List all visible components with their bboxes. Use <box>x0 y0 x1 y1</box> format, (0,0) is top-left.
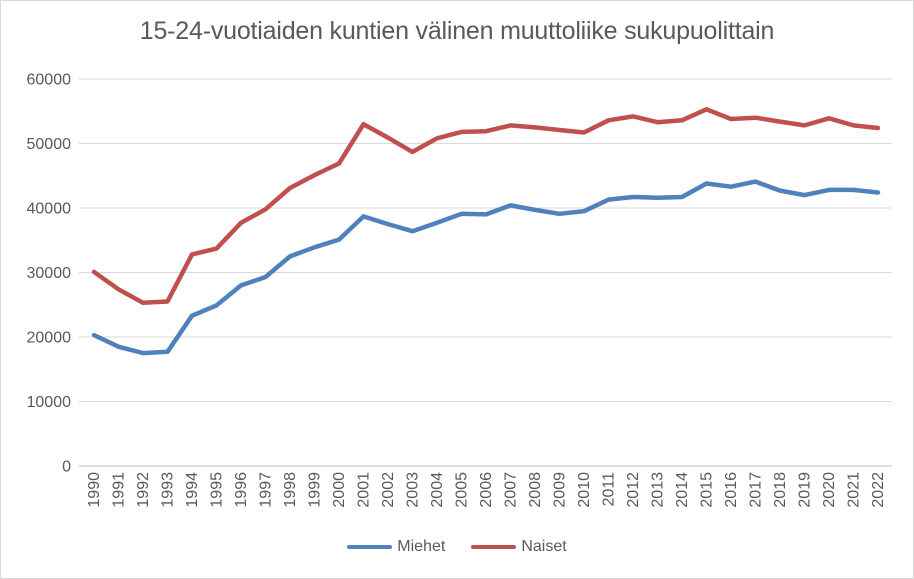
x-tick-label: 2019 <box>797 472 814 508</box>
y-axis-labels: 0 10000 20000 30000 40000 50000 60000 <box>27 72 72 476</box>
chart-legend: Miehet Naiset <box>1 538 913 556</box>
x-tick-label: 2018 <box>772 472 789 508</box>
y-tick-label: 0 <box>62 459 71 476</box>
y-tick-label: 40000 <box>27 201 72 218</box>
x-tick-label: 2020 <box>821 472 838 508</box>
x-tick-label: 1993 <box>160 472 177 508</box>
x-tick-label: 1996 <box>233 472 250 508</box>
x-tick-label: 1994 <box>184 472 201 508</box>
x-tick-label: 2008 <box>527 472 544 508</box>
gridlines <box>79 78 892 467</box>
x-tick-label: 2013 <box>650 472 667 508</box>
x-tick-label: 2017 <box>748 472 765 508</box>
x-tick-label: 2002 <box>380 472 397 508</box>
x-tick-label: 2000 <box>331 472 348 508</box>
x-tick-label: 2016 <box>723 472 740 508</box>
x-tick-label: 2022 <box>870 472 887 508</box>
naiset-line-swatch <box>471 544 517 550</box>
x-tick-label: 2005 <box>454 472 471 508</box>
y-tick-label: 10000 <box>27 394 72 411</box>
x-tick-label: 1999 <box>307 472 324 508</box>
x-tick-label: 2001 <box>356 472 373 508</box>
x-tick-label: 2015 <box>699 472 716 508</box>
x-tick-label: 2003 <box>405 472 422 508</box>
x-tick-label: 2011 <box>601 472 618 507</box>
series-line-naiset[interactable] <box>91 107 881 306</box>
x-tick-label: 2010 <box>576 472 593 508</box>
miehet-line-swatch <box>347 544 393 550</box>
x-tick-label: 1998 <box>282 472 299 508</box>
legend-label-miehet: Miehet <box>397 538 446 555</box>
x-tick-label: 2004 <box>429 472 446 508</box>
x-tick-label: 2012 <box>625 472 642 508</box>
x-tick-label: 1992 <box>135 472 152 508</box>
chart-title: 15-24-vuotiaiden kuntien välinen muuttol… <box>139 17 775 45</box>
x-tick-label: 2007 <box>503 472 520 508</box>
y-tick-label: 50000 <box>27 136 72 153</box>
legend-item-miehet[interactable]: Miehet <box>347 538 445 556</box>
x-tick-label: 2014 <box>674 472 691 508</box>
y-tick-label: 30000 <box>27 265 72 282</box>
x-tick-label: 2009 <box>552 472 569 508</box>
x-axis-labels: 1990 1991 1992 1993 1994 1995 1996 1997 1998 1999… <box>86 472 887 508</box>
series-line-miehet[interactable] <box>91 179 881 356</box>
legend-label-naiset: Naiset <box>521 538 567 555</box>
y-tick-label: 60000 <box>27 72 72 89</box>
x-tick-label: 1990 <box>86 472 103 508</box>
x-tick-label: 2006 <box>478 472 495 508</box>
x-tick-label: 2021 <box>846 472 863 508</box>
x-tick-label: 1997 <box>258 472 275 508</box>
y-tick-label: 20000 <box>27 330 72 347</box>
legend-item-naiset[interactable]: Naiset <box>471 538 567 556</box>
x-tick-label: 1991 <box>111 472 128 508</box>
x-tick-label: 1995 <box>209 472 226 508</box>
